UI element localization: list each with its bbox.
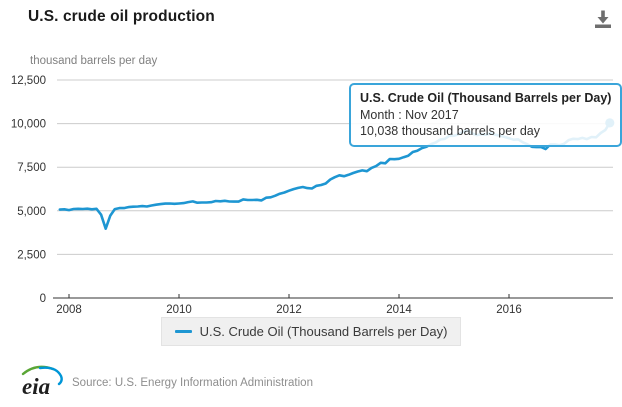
legend-line-swatch [174, 330, 192, 333]
x-axis-tick-label: 2008 [56, 304, 82, 316]
download-icon [595, 10, 611, 28]
download-button[interactable] [592, 8, 614, 30]
x-axis-tick-label: 2010 [166, 304, 192, 316]
x-axis-tick-label: 2014 [386, 304, 412, 316]
legend-item-us-crude-oil[interactable]: U.S. Crude Oil (Thousand Barrels per Day… [160, 317, 462, 346]
x-axis-tick-label: 2016 [496, 304, 522, 316]
footer: eia Source: U.S. Energy Information Admi… [0, 358, 622, 407]
tooltip-month: Month : Nov 2017 [360, 108, 459, 122]
y-axis-tick-label: 12,500 [11, 75, 46, 87]
eia-logo[interactable]: eia [20, 362, 66, 405]
source-attribution: Source: U.S. Energy Information Administ… [72, 377, 313, 389]
legend: U.S. Crude Oil (Thousand Barrels per Day… [0, 317, 622, 346]
line-chart-plot-area[interactable]: 0 2,500 5,000 7,500 10,000 12,500 2008 2010 2012… [0, 0, 622, 330]
tooltip-series-title: U.S. Crude Oil (Thousand Barrels per Day… [360, 91, 612, 105]
y-axis-tick-label: 7,500 [17, 162, 46, 174]
y-axis-tick-label: 0 [40, 293, 46, 305]
y-axis-tick-label: 2,500 [17, 249, 46, 261]
chart-tooltip: U.S. Crude Oil (Thousand Barrels per Day… [349, 83, 622, 147]
legend-item-label: U.S. Crude Oil (Thousand Barrels per Day… [199, 324, 448, 339]
tooltip-value: 10,038 thousand barrels per day [360, 124, 540, 138]
x-axis-tick-label: 2012 [276, 304, 302, 316]
eia-logo-icon: eia [21, 365, 63, 399]
y-axis-tick-label: 10,000 [11, 119, 46, 131]
page-title: U.S. crude oil production [28, 8, 215, 25]
y-axis-unit-label: thousand barrels per day [30, 55, 158, 67]
y-axis-tick-label: 5,000 [17, 206, 46, 218]
eia-logo-text: eia [22, 374, 50, 399]
